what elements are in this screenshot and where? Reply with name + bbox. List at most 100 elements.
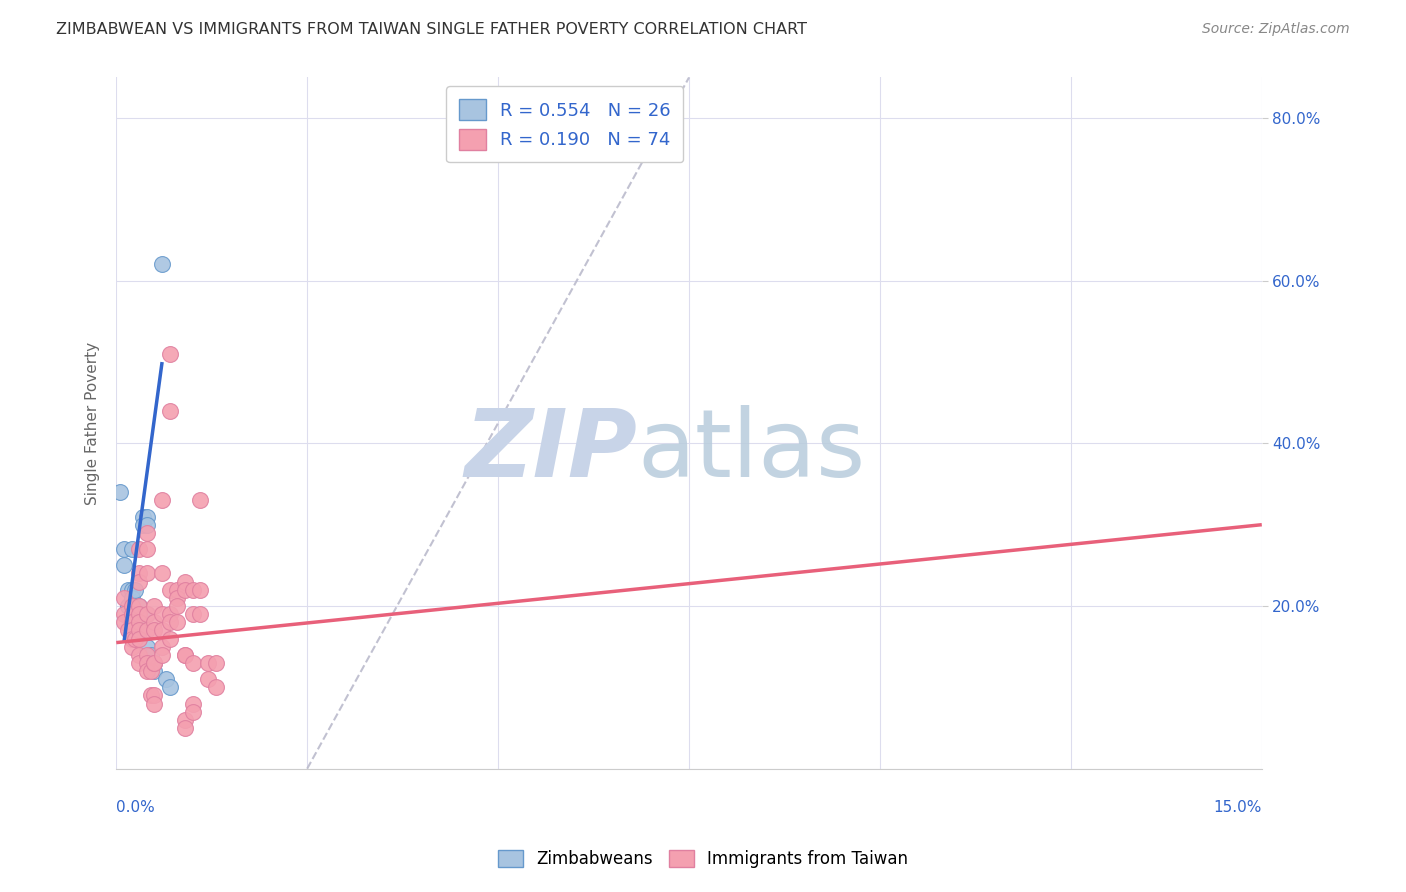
- Point: [143, 624, 166, 638]
- Point: [117, 582, 139, 597]
- Point: [135, 607, 157, 622]
- Text: 0.0%: 0.0%: [117, 800, 155, 814]
- Point: [174, 582, 197, 597]
- Point: [197, 672, 219, 686]
- Text: Source: ZipAtlas.com: Source: ZipAtlas.com: [1202, 22, 1350, 37]
- Point: [159, 615, 181, 630]
- Point: [128, 632, 150, 646]
- Point: [121, 582, 143, 597]
- Point: [128, 542, 150, 557]
- Point: [128, 648, 150, 662]
- Point: [121, 640, 143, 654]
- Point: [204, 681, 226, 695]
- Point: [150, 566, 173, 581]
- Point: [112, 615, 135, 630]
- Legend: Zimbabweans, Immigrants from Taiwan: Zimbabweans, Immigrants from Taiwan: [491, 843, 915, 875]
- Point: [124, 582, 146, 597]
- Point: [135, 624, 157, 638]
- Point: [135, 566, 157, 581]
- Point: [121, 615, 143, 630]
- Point: [128, 656, 150, 670]
- Point: [150, 257, 173, 271]
- Point: [159, 582, 181, 597]
- Point: [139, 689, 162, 703]
- Text: atlas: atlas: [637, 405, 866, 497]
- Y-axis label: Single Father Poverty: Single Father Poverty: [86, 342, 100, 505]
- Point: [150, 648, 173, 662]
- Point: [124, 632, 146, 646]
- Point: [159, 607, 181, 622]
- Point: [128, 599, 150, 613]
- Point: [159, 632, 181, 646]
- Point: [128, 615, 150, 630]
- Point: [128, 607, 150, 622]
- Point: [174, 648, 197, 662]
- Point: [166, 582, 188, 597]
- Point: [128, 624, 150, 638]
- Point: [143, 656, 166, 670]
- Point: [139, 664, 162, 678]
- Point: [174, 713, 197, 727]
- Point: [135, 656, 157, 670]
- Point: [159, 404, 181, 418]
- Point: [188, 493, 211, 508]
- Point: [188, 607, 211, 622]
- Point: [143, 664, 166, 678]
- Point: [112, 542, 135, 557]
- Point: [143, 599, 166, 613]
- Point: [132, 517, 155, 532]
- Point: [128, 624, 150, 638]
- Text: ZIMBABWEAN VS IMMIGRANTS FROM TAIWAN SINGLE FATHER POVERTY CORRELATION CHART: ZIMBABWEAN VS IMMIGRANTS FROM TAIWAN SIN…: [56, 22, 807, 37]
- Point: [143, 697, 166, 711]
- Point: [128, 599, 150, 613]
- Point: [135, 648, 157, 662]
- Point: [181, 697, 204, 711]
- Point: [150, 624, 173, 638]
- Point: [166, 591, 188, 605]
- Point: [117, 599, 139, 613]
- Point: [174, 721, 197, 735]
- Text: 15.0%: 15.0%: [1213, 800, 1261, 814]
- Point: [150, 640, 173, 654]
- Point: [181, 607, 204, 622]
- Point: [159, 347, 181, 361]
- Point: [181, 582, 204, 597]
- Point: [112, 558, 135, 573]
- Point: [108, 485, 131, 500]
- Point: [128, 574, 150, 589]
- Point: [155, 672, 177, 686]
- Point: [166, 599, 188, 613]
- Point: [197, 656, 219, 670]
- Point: [150, 493, 173, 508]
- Legend: R = 0.554   N = 26, R = 0.190   N = 74: R = 0.554 N = 26, R = 0.190 N = 74: [446, 87, 683, 162]
- Point: [150, 607, 173, 622]
- Point: [181, 656, 204, 670]
- Point: [121, 599, 143, 613]
- Point: [159, 681, 181, 695]
- Point: [121, 599, 143, 613]
- Point: [143, 656, 166, 670]
- Point: [135, 664, 157, 678]
- Point: [135, 525, 157, 540]
- Point: [135, 542, 157, 557]
- Point: [143, 615, 166, 630]
- Point: [121, 624, 143, 638]
- Point: [121, 542, 143, 557]
- Point: [139, 648, 162, 662]
- Point: [112, 607, 135, 622]
- Point: [143, 689, 166, 703]
- Point: [128, 615, 150, 630]
- Point: [181, 705, 204, 719]
- Point: [166, 615, 188, 630]
- Point: [204, 656, 226, 670]
- Point: [112, 591, 135, 605]
- Point: [143, 656, 166, 670]
- Point: [121, 632, 143, 646]
- Point: [117, 624, 139, 638]
- Point: [121, 607, 143, 622]
- Point: [121, 591, 143, 605]
- Point: [132, 509, 155, 524]
- Point: [128, 566, 150, 581]
- Point: [135, 640, 157, 654]
- Point: [188, 582, 211, 597]
